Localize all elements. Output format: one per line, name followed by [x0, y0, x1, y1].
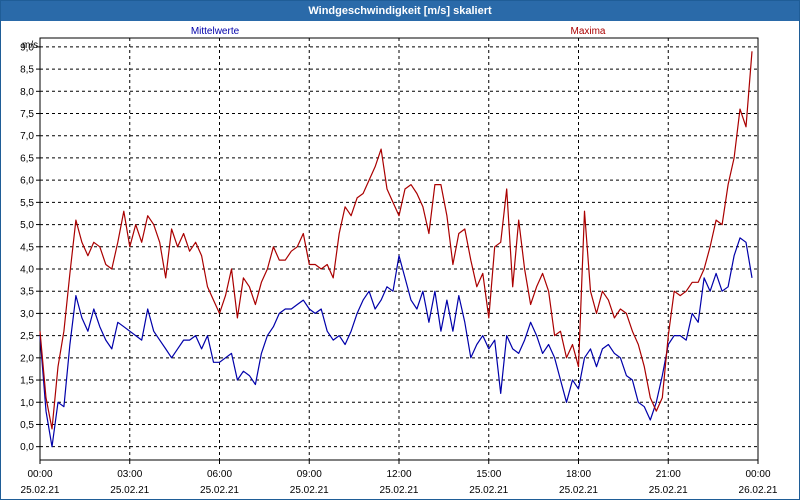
x-tick-date: 25.02.21	[110, 485, 149, 496]
y-tick-label: 3,5	[20, 287, 34, 298]
series-line-maxima	[39, 51, 753, 430]
y-tick-label: 3,0	[20, 309, 34, 320]
x-tick-time: 00:00	[745, 469, 770, 480]
x-tick-time: 18:00	[566, 469, 591, 480]
x-tick-date: 26.02.21	[739, 485, 778, 496]
y-tick-label: 7,0	[20, 131, 34, 142]
x-tick-date: 25.02.21	[649, 485, 688, 496]
y-tick-label: 8,0	[20, 87, 34, 98]
window-title: Windgeschwindigkeit [m/s] skaliert	[1, 1, 799, 21]
x-tick-time: 06:00	[207, 469, 232, 480]
y-tick-label: 6,0	[20, 176, 34, 187]
x-tick-date: 25.02.21	[290, 485, 329, 496]
grid	[40, 38, 758, 460]
y-tick-label: 0,5	[20, 420, 34, 431]
y-tick-label: 4,5	[20, 242, 34, 253]
y-tick-label: 7,5	[20, 109, 34, 120]
x-tick-date: 25.02.21	[21, 485, 60, 496]
x-tick-date: 25.02.21	[469, 485, 508, 496]
y-tick-label: 4,0	[20, 264, 34, 275]
y-tick-label: 6,5	[20, 153, 34, 164]
x-axis-ticks: 00:00 25.02.21 03:00 25.02.21 06:00 25.02.21 0…	[21, 460, 778, 496]
y-tick-label: 0,0	[20, 442, 34, 453]
y-tick-label: 5,0	[20, 220, 34, 231]
x-tick-time: 00:00	[27, 469, 52, 480]
x-tick-time: 09:00	[297, 469, 322, 480]
y-tick-label: 2,0	[20, 353, 34, 364]
legend-mittelwerte: Mittelwerte	[191, 26, 240, 37]
series-lines	[39, 51, 753, 448]
x-tick-time: 15:00	[476, 469, 501, 480]
y-axis-ticks: 0,0 0,5 1,0 1,5 2,0 2,5 3,0 3,5 4,0 4,5 5,0 5,5 6,0 6…	[20, 42, 40, 453]
y-tick-label: 9,0	[20, 42, 34, 53]
y-axis-label: m/s	[22, 40, 38, 51]
x-tick-time: 21:00	[656, 469, 681, 480]
x-tick-time: 03:00	[117, 469, 142, 480]
x-tick-date: 25.02.21	[200, 485, 239, 496]
legend-maxima: Maxima	[570, 26, 605, 37]
y-tick-label: 1,5	[20, 376, 34, 387]
x-tick-date: 25.02.21	[380, 485, 419, 496]
x-tick-time: 12:00	[386, 469, 411, 480]
y-tick-label: 8,5	[20, 65, 34, 76]
series-line-mittelwerte	[39, 237, 753, 448]
x-tick-date: 25.02.21	[559, 485, 598, 496]
y-tick-label: 1,0	[20, 398, 34, 409]
y-tick-label: 2,5	[20, 331, 34, 342]
y-tick-label: 5,5	[20, 198, 34, 209]
